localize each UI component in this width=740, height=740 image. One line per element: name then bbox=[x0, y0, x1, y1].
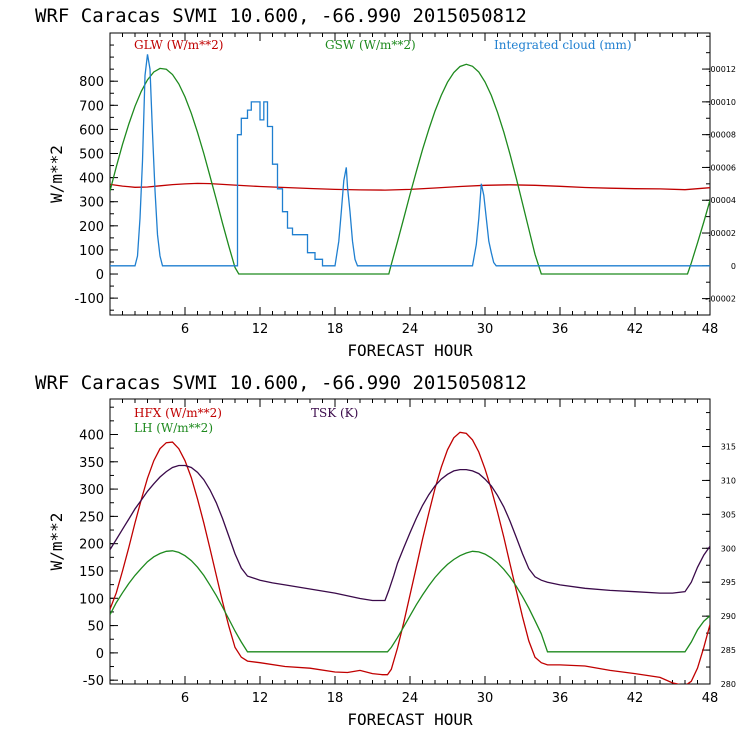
legend-entry-gsw: GSW (W/m**2) bbox=[325, 38, 416, 52]
y-tick-label: 800 bbox=[79, 75, 104, 90]
y-tick-label: 400 bbox=[79, 172, 104, 187]
y2-tick-label: 305 bbox=[721, 510, 736, 519]
y2-tick-label: .00008 bbox=[708, 131, 736, 140]
x-tick-label: 42 bbox=[627, 322, 644, 337]
y-axis-label: W/m**2 bbox=[47, 145, 66, 203]
y-tick-label: 100 bbox=[79, 244, 104, 259]
series-line-tsk bbox=[110, 464, 710, 602]
y2-tick-label: 295 bbox=[721, 578, 736, 587]
y-tick-label: 300 bbox=[79, 196, 104, 211]
x-tick-label: 12 bbox=[252, 322, 269, 337]
x-tick-label: 18 bbox=[327, 322, 344, 337]
y-tick-label: 0 bbox=[96, 647, 104, 662]
y-tick-label: -50 bbox=[83, 674, 104, 689]
y2-tick-label: 315 bbox=[721, 443, 736, 452]
series-line-gsw bbox=[110, 63, 710, 275]
x-axis-label: FORECAST HOUR bbox=[347, 710, 473, 729]
chart-title: WRF Caracas SVMI 10.600, -66.990 2015050… bbox=[35, 5, 527, 27]
y-tick-label: 200 bbox=[79, 538, 104, 553]
y-tick-label: 200 bbox=[79, 220, 104, 235]
y-tick-label: 400 bbox=[79, 428, 104, 443]
y2-tick-label: 290 bbox=[721, 612, 736, 621]
series-line-integrated bbox=[110, 54, 710, 267]
y2-tick-label: -.00002 bbox=[705, 295, 736, 304]
legend-entry-integrated: Integrated cloud (mm) bbox=[494, 38, 632, 52]
y-tick-label: 600 bbox=[79, 123, 104, 138]
y-tick-label: -100 bbox=[74, 292, 104, 307]
y2-tick-label: .00006 bbox=[708, 163, 736, 172]
x-axis-label: FORECAST HOUR bbox=[347, 341, 473, 360]
y-tick-label: 0 bbox=[96, 268, 104, 283]
chart-panel-1: WRF Caracas SVMI 10.600, -66.990 2015050… bbox=[35, 5, 736, 360]
y-tick-label: 100 bbox=[79, 592, 104, 607]
y2-tick-label: 285 bbox=[721, 646, 736, 655]
y-tick-label: 350 bbox=[79, 456, 104, 471]
y2-tick-label: .00012 bbox=[708, 65, 736, 74]
x-tick-label: 42 bbox=[627, 691, 644, 706]
plot-frame bbox=[109, 398, 711, 685]
x-tick-label: 24 bbox=[402, 691, 419, 706]
series-line-lh bbox=[110, 550, 710, 653]
series-line-glw bbox=[110, 182, 710, 191]
y2-tick-label: .00004 bbox=[708, 196, 736, 205]
y-axis-label: W/m**2 bbox=[47, 513, 66, 571]
y-tick-label: 300 bbox=[79, 483, 104, 498]
legend-entry-lh: LH (W/m**2) bbox=[134, 421, 213, 435]
legend-entry-tsk: TSK (K) bbox=[311, 406, 358, 420]
legend-entry-hfx: HFX (W/m**2) bbox=[134, 406, 222, 420]
x-tick-label: 18 bbox=[327, 691, 344, 706]
y-tick-label: 50 bbox=[87, 620, 104, 635]
x-tick-label: 30 bbox=[477, 691, 494, 706]
plot-frame bbox=[109, 32, 711, 316]
y-tick-label: 700 bbox=[79, 99, 104, 114]
y2-tick-label: 0 bbox=[731, 262, 736, 271]
x-tick-label: 48 bbox=[702, 322, 719, 337]
y2-tick-label: 300 bbox=[721, 544, 736, 553]
y-tick-label: 250 bbox=[79, 510, 104, 525]
chart-panel-2: WRF Caracas SVMI 10.600, -66.990 2015050… bbox=[35, 372, 736, 729]
y-tick-label: 500 bbox=[79, 148, 104, 163]
y2-tick-label: .00002 bbox=[708, 229, 736, 238]
legend-entry-glw: GLW (W/m**2) bbox=[134, 38, 223, 52]
y2-tick-label: 280 bbox=[721, 680, 736, 689]
x-tick-label: 12 bbox=[252, 691, 269, 706]
x-tick-label: 36 bbox=[552, 322, 569, 337]
series-line-hfx bbox=[110, 431, 710, 684]
x-tick-label: 24 bbox=[402, 322, 419, 337]
y2-tick-label: .00010 bbox=[708, 98, 736, 107]
x-tick-label: 6 bbox=[181, 322, 189, 337]
x-tick-label: 6 bbox=[181, 691, 189, 706]
y-tick-label: 150 bbox=[79, 565, 104, 580]
chart-title: WRF Caracas SVMI 10.600, -66.990 2015050… bbox=[35, 372, 527, 394]
x-tick-label: 48 bbox=[702, 691, 719, 706]
y2-tick-label: 310 bbox=[721, 476, 736, 485]
x-tick-label: 30 bbox=[477, 322, 494, 337]
x-tick-label: 36 bbox=[552, 691, 569, 706]
